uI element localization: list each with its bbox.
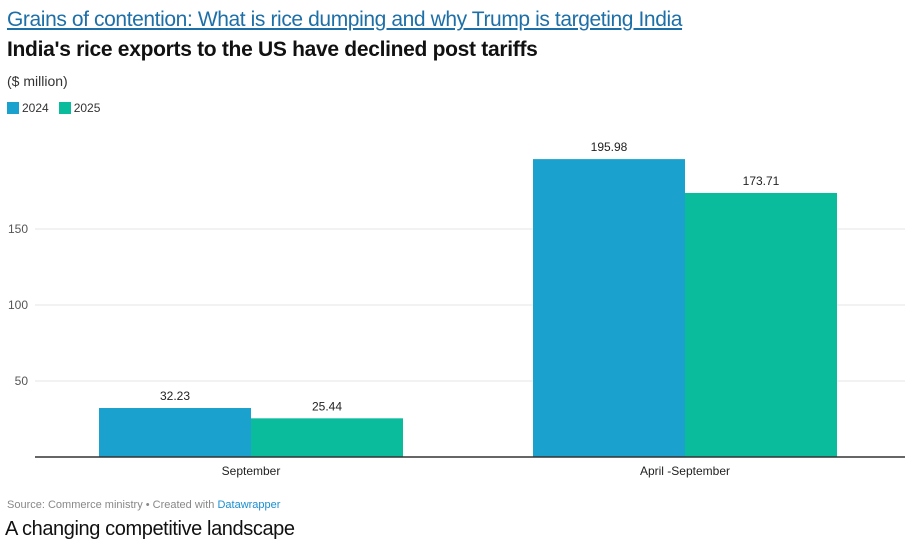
data-label: 173.71 (743, 174, 780, 188)
data-label: 32.23 (160, 389, 190, 403)
legend-swatch-2025 (58, 102, 71, 114)
data-label: 195.98 (591, 140, 628, 154)
chart-subtitle: ($ million) (7, 73, 68, 89)
legend-label: 2024 (22, 101, 49, 115)
bar-2025 (685, 192, 837, 457)
next-section-heading: A changing competitive landscape (5, 518, 295, 540)
legend-label: 2025 (73, 101, 101, 115)
x-tick-label: September (222, 464, 281, 478)
y-tick-label: 50 (15, 374, 29, 388)
y-tick-label: 100 (8, 298, 28, 312)
legend: 2024 2025 (7, 101, 100, 115)
chart-title: India's rice exports to the US have decl… (7, 38, 538, 61)
related-article-link[interactable]: Grains of contention: What is rice dumpi… (7, 8, 683, 31)
legend-item-2025: 2025 (58, 101, 101, 115)
bar-2025 (251, 418, 403, 457)
datawrapper-link[interactable]: Datawrapper (217, 499, 281, 511)
source-text: Source: Commerce ministry • Created with (7, 499, 218, 511)
x-tick-label: April -September (640, 464, 730, 478)
source-note: Source: Commerce ministry • Created with… (7, 499, 280, 511)
legend-swatch-2024 (7, 102, 19, 114)
data-label: 25.44 (312, 399, 342, 413)
y-tick-label: 150 (8, 222, 28, 236)
bar-2024 (99, 408, 251, 457)
bar-2024 (533, 159, 685, 457)
legend-item-2024: 2024 (7, 101, 49, 115)
